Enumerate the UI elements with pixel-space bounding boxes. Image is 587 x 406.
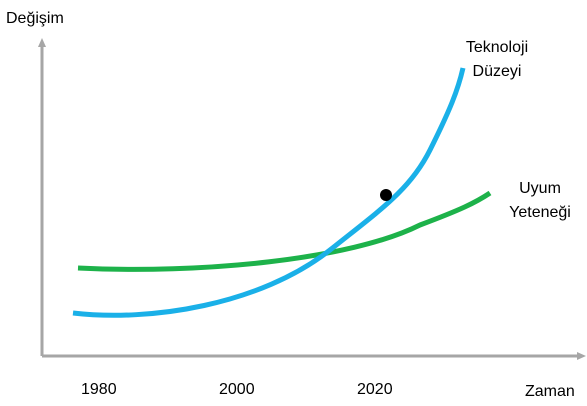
technology-label-line1: Teknoloji — [465, 39, 529, 56]
technology-curve-label: Teknoloji Düzeyi — [452, 39, 542, 81]
x-tick-label: 1980 — [81, 381, 117, 398]
adaptation-label-line1: Uyum — [519, 180, 561, 197]
current-point-marker — [380, 189, 392, 201]
y-axis-label: Değişim — [6, 10, 64, 27]
x-axis-label: Zaman — [525, 383, 575, 400]
adaptation-curve — [77, 190, 492, 272]
x-tick-label: 2020 — [357, 381, 393, 398]
technology-label-line2: Düzeyi — [472, 63, 522, 80]
adaptation-curve-label: Uyum Yeteneği — [495, 180, 585, 222]
technology-curve — [72, 67, 466, 318]
x-tick-label: 2000 — [219, 381, 255, 398]
adaptation-label-line2: Yeteneği — [509, 204, 571, 221]
